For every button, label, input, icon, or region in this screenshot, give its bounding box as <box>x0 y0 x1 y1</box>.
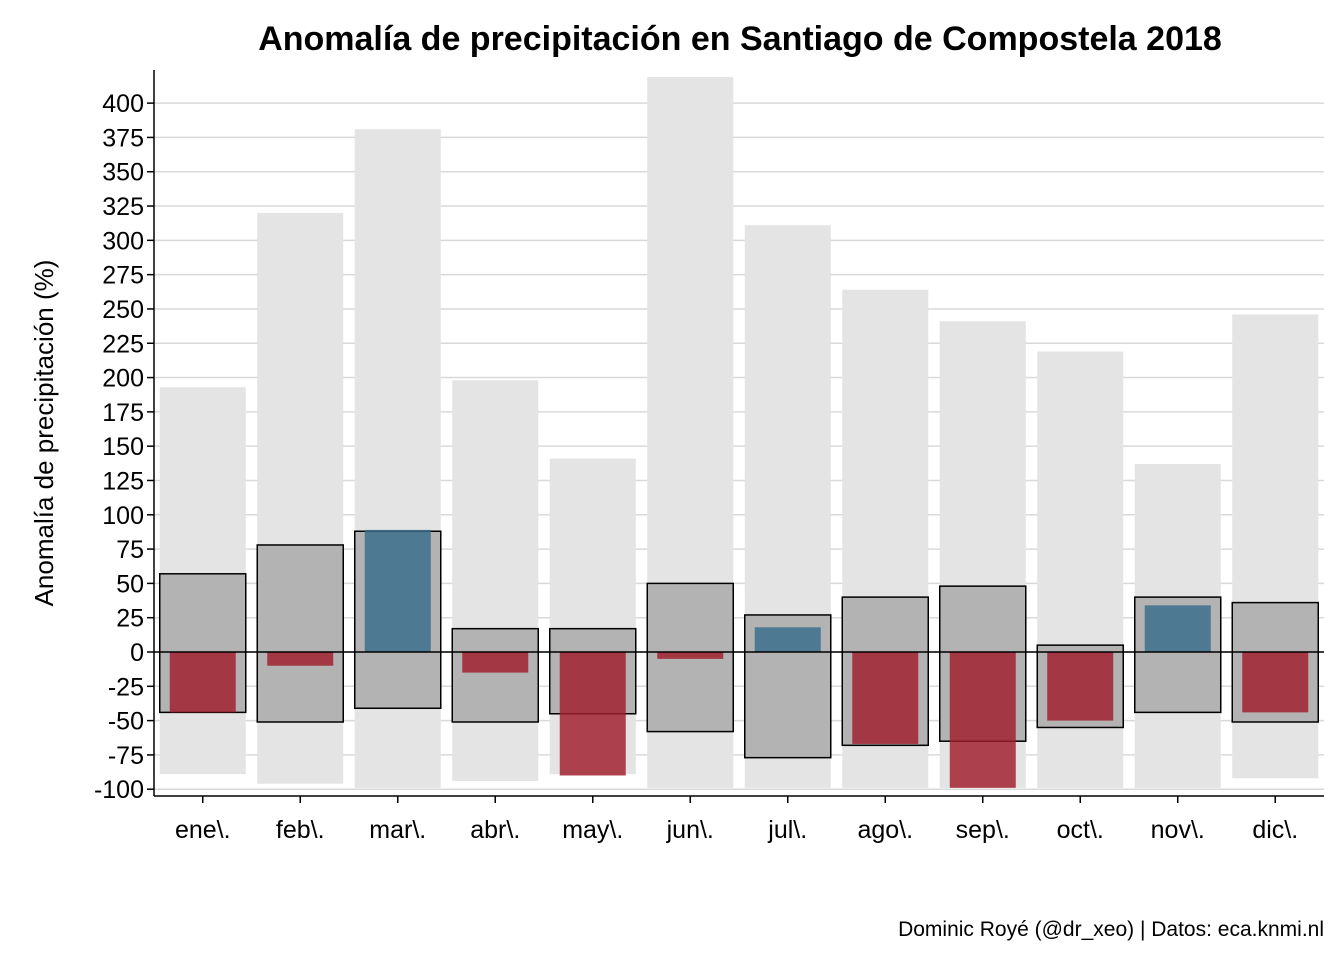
x-tick-labels: ene\. feb\. mar\. abr\. may\. jun\. jul\. ago\.… <box>175 796 1298 844</box>
anomaly-bar <box>1144 605 1211 652</box>
y-tick-label: 0 <box>130 639 144 667</box>
x-tick-label: jun\. <box>666 816 714 844</box>
anomaly-bar <box>267 652 334 666</box>
y-axis-title: Anomalía de precipitación (%) <box>29 260 59 607</box>
x-tick-label: abr\. <box>470 816 520 844</box>
y-tick-labels: -100 -75 -50 -25 0 25 50 75 100 125 150 175 200 225 25… <box>94 90 154 804</box>
axes <box>153 70 1324 797</box>
x-tick-label: jul\. <box>767 816 807 844</box>
y-tick-label: 100 <box>102 502 144 530</box>
anomaly-bar <box>949 652 1016 788</box>
y-tick-label: 25 <box>116 605 144 633</box>
y-tick-label: -25 <box>108 673 144 701</box>
x-tick-label: mar\. <box>369 816 426 844</box>
anomaly-2018-bars <box>169 529 1309 788</box>
y-tick-label: 375 <box>102 124 144 152</box>
anomaly-bar <box>169 652 236 713</box>
interquartile-bar <box>256 544 344 723</box>
x-tick-label: nov\. <box>1151 816 1205 844</box>
gridlines <box>154 102 1324 790</box>
y-tick-label: 350 <box>102 159 144 187</box>
caption: Dominic Royé (@dr_xeo) | Datos: eca.knmi… <box>898 918 1324 941</box>
x-tick-label: ago\. <box>857 816 913 844</box>
anomaly-bar <box>1047 652 1114 721</box>
y-tick-label: 125 <box>102 467 144 495</box>
interquartile-bar <box>451 627 539 723</box>
chart-title: Anomalía de precipitación en Santiago de… <box>258 20 1222 58</box>
y-tick-label: -75 <box>108 742 144 770</box>
y-tick-label: 250 <box>102 296 144 324</box>
x-tick-label: may\. <box>562 816 623 844</box>
y-tick-label: 150 <box>102 433 144 461</box>
x-tick-label: sep\. <box>956 816 1010 844</box>
x-tick-label: dic\. <box>1252 816 1298 844</box>
anomaly-bar <box>559 652 626 776</box>
y-tick-label: 325 <box>102 193 144 221</box>
y-tick-label: -50 <box>108 708 144 736</box>
y-tick-label: 275 <box>102 262 144 290</box>
anomaly-bar <box>852 652 919 744</box>
anomaly-bar <box>754 627 821 652</box>
y-tick-label: -100 <box>94 776 144 804</box>
anomaly-bar <box>462 652 529 673</box>
y-tick-label: 175 <box>102 399 144 427</box>
anomaly-bar <box>364 529 431 652</box>
y-tick-label: 50 <box>116 570 144 598</box>
x-tick-label: feb\. <box>276 816 325 844</box>
anomaly-bar <box>1242 652 1309 713</box>
anomaly-bar <box>657 652 724 659</box>
x-tick-label: ene\. <box>175 816 231 844</box>
x-tick-label: oct\. <box>1057 816 1104 844</box>
y-tick-label: 400 <box>102 90 144 118</box>
y-tick-label: 200 <box>102 365 144 393</box>
y-tick-label: 75 <box>116 536 144 564</box>
y-tick-label: 225 <box>102 330 144 358</box>
y-tick-label: 300 <box>102 227 144 255</box>
